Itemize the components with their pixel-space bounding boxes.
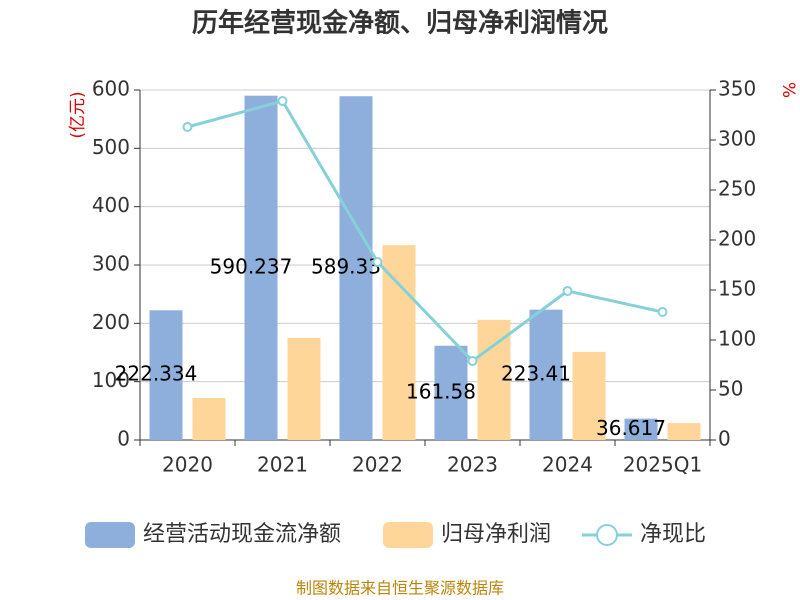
- legend-label: 净现比: [640, 522, 706, 547]
- bar: [667, 423, 701, 440]
- y-tick-label: 600: [92, 77, 130, 101]
- chart-title: 历年经营现金净额、归母净利润情况: [192, 8, 608, 39]
- line: [187, 99, 663, 363]
- y2-axis-label: %: [778, 82, 798, 98]
- y-tick-label: 200: [92, 310, 130, 334]
- y-tick-label: 300: [92, 252, 130, 276]
- x-tick-label: 2021: [257, 453, 308, 477]
- y-tick-label: 0: [117, 427, 130, 451]
- bar: [382, 245, 416, 440]
- legend-point: [596, 524, 618, 546]
- legend-label: 经营活动现金流净额: [143, 522, 341, 547]
- data-label: 161.58: [406, 379, 476, 403]
- source: 制图数据来自恒生聚源数据库: [296, 579, 504, 598]
- line-point: [657, 307, 668, 317]
- bar: [529, 309, 563, 440]
- legend-label: 归母净利润: [441, 522, 551, 547]
- x-tick-label: 2020: [162, 453, 213, 477]
- bar: [287, 337, 321, 440]
- x-tick-label: 2023: [447, 453, 498, 477]
- bar: [477, 319, 511, 440]
- y2-tick-label: 200: [718, 227, 756, 251]
- y-tick-label: 500: [92, 135, 130, 159]
- data-label: 590.237: [210, 254, 293, 278]
- x-tick-label: 2024: [542, 453, 593, 477]
- y-axis-label: (亿元): [68, 91, 88, 138]
- bar: [244, 95, 278, 441]
- y2-tick-label: 0: [718, 427, 731, 451]
- line-point: [467, 356, 478, 366]
- y2-tick-label: 300: [718, 127, 756, 151]
- data-label: 36.617: [596, 416, 666, 440]
- line-point: [562, 286, 573, 296]
- bar: [572, 351, 606, 440]
- y2-tick-label: 350: [718, 77, 756, 101]
- x-tick-label: 2025Q1: [623, 453, 702, 477]
- line-point: [372, 257, 383, 267]
- y2-tick-label: 100: [718, 327, 756, 351]
- bar: [149, 310, 183, 440]
- bar: [339, 96, 373, 440]
- bar: [624, 418, 658, 440]
- y2-tick-label: 50: [718, 377, 743, 401]
- y-tick-label: 100: [92, 368, 130, 392]
- data-label: 222.334: [115, 362, 198, 386]
- data-label: 223.41: [501, 361, 571, 385]
- legend-swatch: [85, 522, 135, 548]
- y-tick-label: 400: [92, 193, 130, 217]
- line-point: [277, 96, 288, 106]
- line-point: [182, 122, 193, 132]
- bar: [192, 398, 226, 440]
- y2-tick-label: 150: [718, 277, 756, 301]
- data-label: 589.33: [311, 255, 381, 279]
- bar: [434, 345, 468, 440]
- y2-tick-label: 250: [718, 177, 756, 201]
- x-tick-label: 2022: [352, 453, 403, 477]
- legend-swatch: [383, 522, 433, 548]
